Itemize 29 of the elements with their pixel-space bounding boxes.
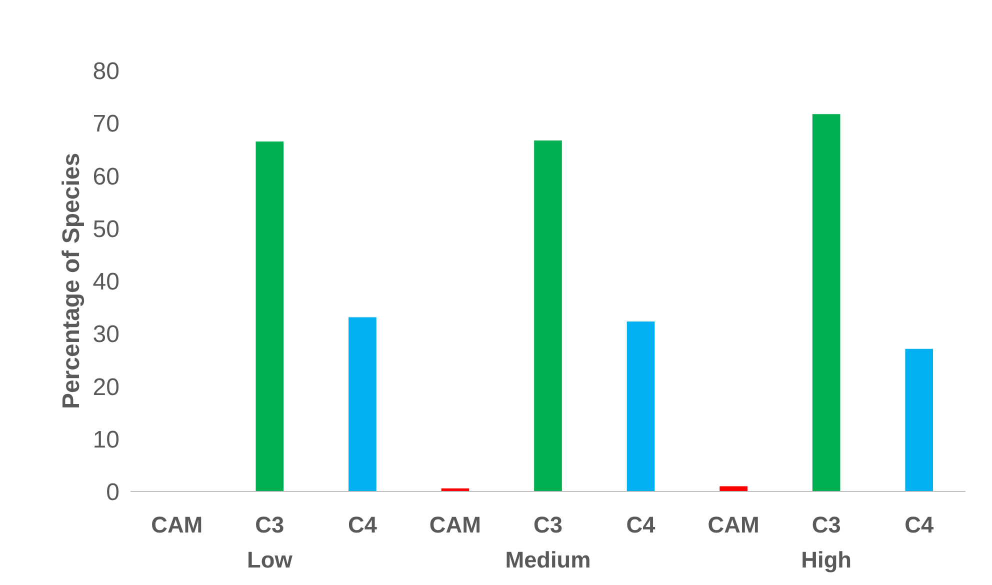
text: Low xyxy=(247,546,293,572)
bar xyxy=(905,348,934,492)
bar xyxy=(534,140,562,492)
x-tick-label: C3 xyxy=(255,512,284,538)
bar xyxy=(256,142,284,492)
x-tick-label: CAM xyxy=(151,512,203,538)
x-tick-label: C4 xyxy=(626,512,656,538)
bar xyxy=(626,322,655,492)
text: High xyxy=(801,546,852,572)
y-tick-label: 60 xyxy=(92,163,120,190)
x-tick-label: CAM xyxy=(429,512,482,538)
y-tick-label: 30 xyxy=(92,321,120,348)
x-tick-label: C4 xyxy=(348,512,378,538)
text: Medium xyxy=(505,546,591,572)
y-tick-label: 70 xyxy=(92,110,120,138)
x-tick-label: C3 xyxy=(812,512,841,538)
y-tick-label: 20 xyxy=(92,374,120,401)
y-tick-label: 0 xyxy=(106,479,120,506)
bar xyxy=(720,486,748,492)
y-axis-title: Percentage of Species xyxy=(58,152,85,410)
bar xyxy=(348,317,376,492)
y-tick-label: 40 xyxy=(92,268,120,296)
x-tick-label: C3 xyxy=(534,512,562,538)
x-tick-label: C4 xyxy=(904,512,934,538)
x-tick-label: CAM xyxy=(708,512,760,538)
y-tick-label: 80 xyxy=(92,58,120,85)
y-tick-label: 50 xyxy=(92,216,120,243)
bar xyxy=(812,114,840,492)
y-tick-label: 10 xyxy=(92,426,120,454)
